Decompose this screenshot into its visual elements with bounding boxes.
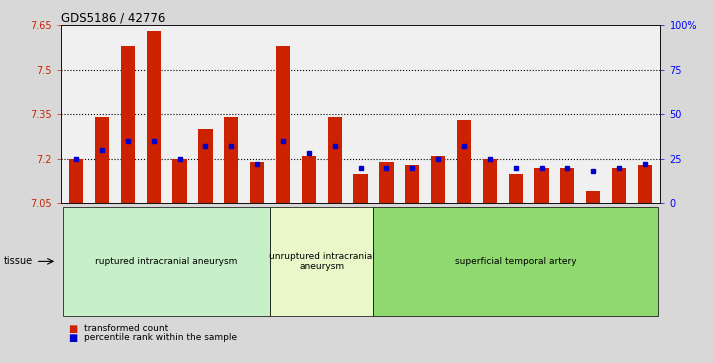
- Bar: [379, 162, 393, 203]
- Bar: [146, 31, 161, 203]
- Bar: [95, 117, 109, 203]
- Text: ■: ■: [68, 333, 77, 343]
- Bar: [302, 156, 316, 203]
- Bar: [483, 159, 497, 203]
- Bar: [560, 168, 575, 203]
- Bar: [328, 117, 342, 203]
- Bar: [612, 168, 626, 203]
- Text: GDS5186 / 42776: GDS5186 / 42776: [61, 11, 165, 24]
- Text: ■: ■: [68, 323, 77, 334]
- Bar: [198, 129, 213, 203]
- Text: transformed count: transformed count: [84, 324, 168, 333]
- Bar: [457, 120, 471, 203]
- Text: tissue: tissue: [4, 256, 33, 266]
- Bar: [224, 117, 238, 203]
- Bar: [276, 46, 290, 203]
- Bar: [353, 174, 368, 203]
- Bar: [534, 168, 548, 203]
- Bar: [250, 162, 264, 203]
- Bar: [173, 159, 187, 203]
- Text: superficial temporal artery: superficial temporal artery: [455, 257, 576, 266]
- Text: percentile rank within the sample: percentile rank within the sample: [84, 333, 236, 342]
- Bar: [431, 156, 446, 203]
- Bar: [121, 46, 135, 203]
- Bar: [586, 191, 600, 203]
- Text: ruptured intracranial aneurysm: ruptured intracranial aneurysm: [96, 257, 238, 266]
- Bar: [405, 165, 419, 203]
- Bar: [508, 174, 523, 203]
- Text: unruptured intracranial
aneurysm: unruptured intracranial aneurysm: [269, 252, 375, 271]
- Bar: [638, 165, 652, 203]
- Bar: [69, 159, 84, 203]
